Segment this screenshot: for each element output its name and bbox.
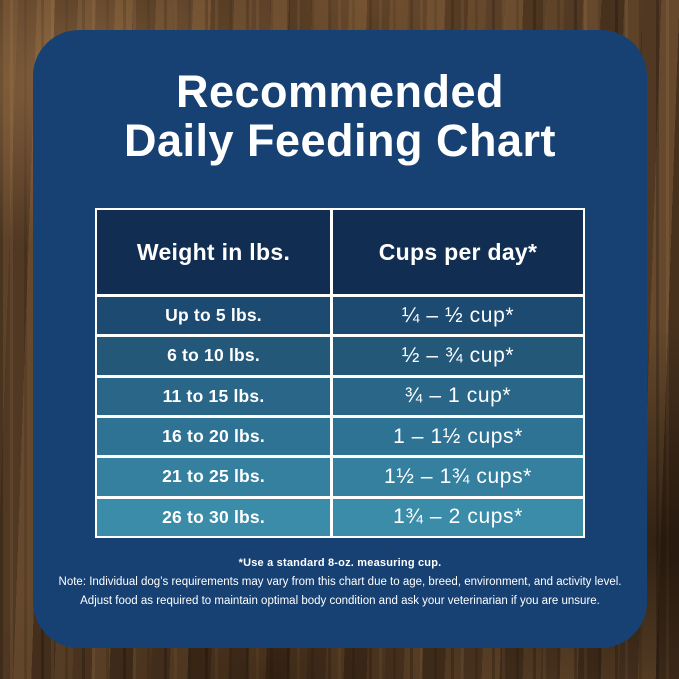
adjust-food-note: Adjust food as required to maintain opti…: [80, 595, 600, 607]
table-row-weight-cell: 6 to 10 lbs.: [97, 337, 330, 375]
title-line-2: Daily Feeding Chart: [123, 115, 557, 166]
title-line-1: Recommended: [175, 66, 505, 117]
table-row-cups-cell: 1¾ – 2 cups*: [333, 498, 583, 536]
table-row-cups-cell: ½ – ¾ cup*: [333, 337, 583, 375]
page-title: Recommended Daily Feeding Chart: [43, 67, 637, 165]
table-row-cups-cell: 1½ – 1¾ cups*: [333, 458, 583, 496]
requirements-note: Note: Individual dog’s requirements may …: [58, 576, 622, 588]
table-row-cups-cell: ¼ – ½ cup*: [333, 297, 583, 335]
table-row-weight-cell: Up to 5 lbs.: [97, 297, 330, 335]
table-row-weight-cell: 21 to 25 lbs.: [97, 458, 330, 496]
table-row-weight-cell: 11 to 15 lbs.: [97, 377, 330, 415]
table-row-cups-cell: ¾ – 1 cup*: [333, 377, 583, 415]
column-header-weight: Weight in lbs.: [97, 210, 330, 294]
measuring-cup-note: *Use a standard 8-oz. measuring cup.: [238, 557, 442, 569]
table-row-weight-cell: 26 to 30 lbs.: [97, 498, 330, 536]
feeding-chart-card: Recommended Daily Feeding Chart Weight i…: [33, 30, 647, 648]
table-row-cups-cell: 1 – 1½ cups*: [333, 417, 583, 456]
column-header-cups: Cups per day*: [333, 210, 583, 294]
table-row-weight-cell: 16 to 20 lbs.: [97, 417, 330, 456]
feeding-table: Weight in lbs. Cups per day* Up to 5 lbs…: [95, 208, 585, 538]
footnotes: *Use a standard 8-oz. measuring cup. Not…: [53, 557, 627, 611]
